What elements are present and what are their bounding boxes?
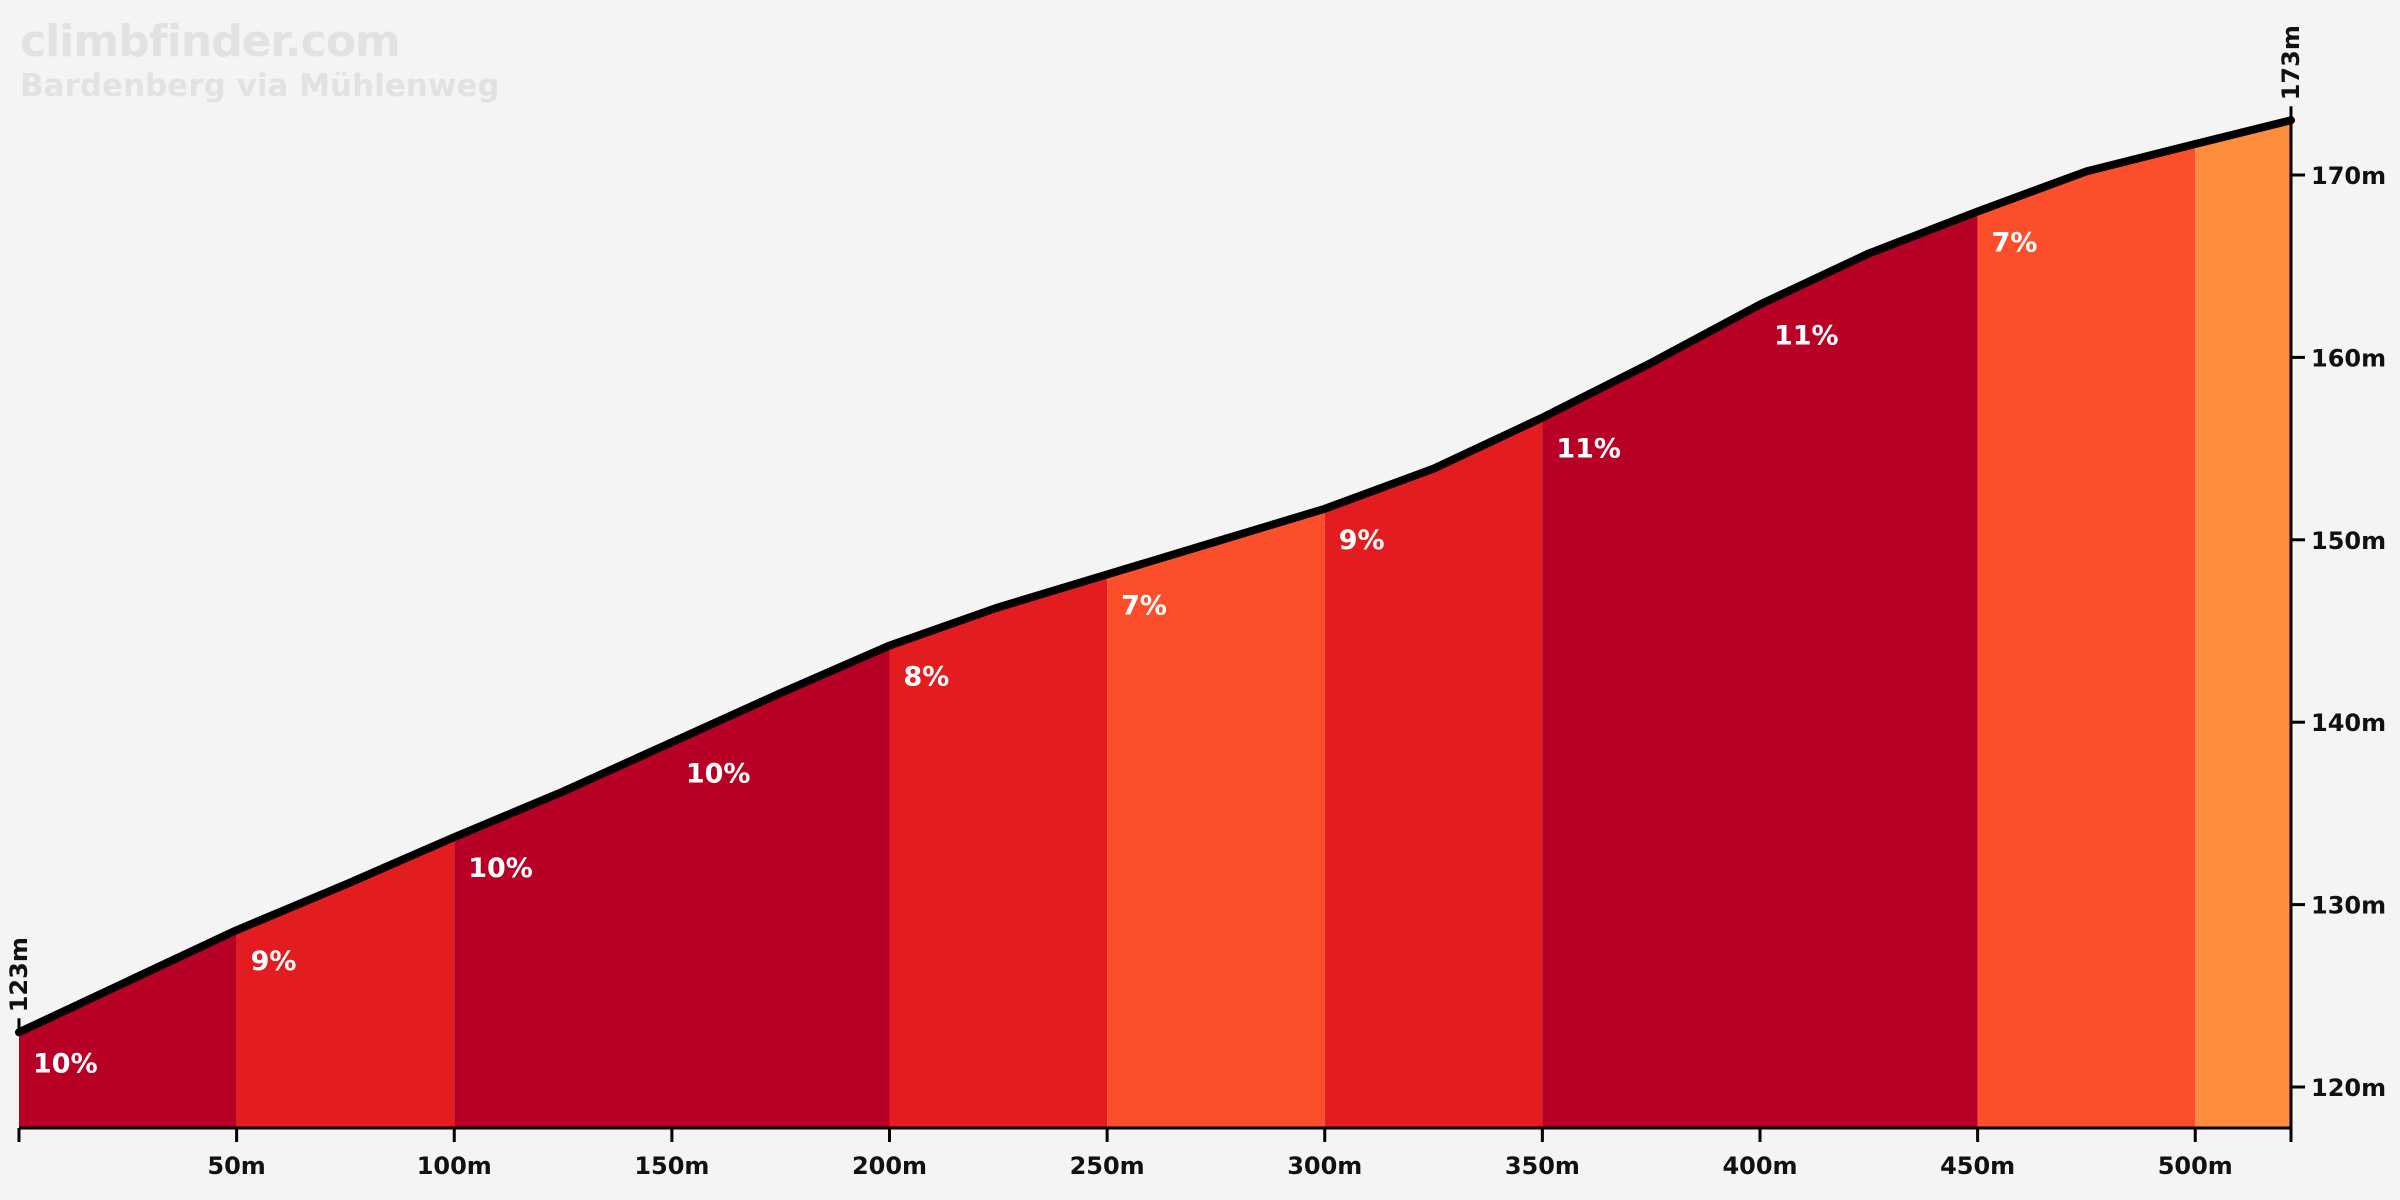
- gradient-segments: [19, 120, 2291, 1129]
- grade-label: 8%: [903, 662, 949, 693]
- gradient-segment: [1977, 143, 2196, 1128]
- x-tick-label: 50m: [207, 1152, 265, 1180]
- grade-label: 7%: [1121, 590, 1167, 621]
- watermark-site: climbfinder.com: [20, 16, 401, 67]
- gradient-segment: [19, 930, 237, 1128]
- y-tick-label: 150m: [2311, 527, 2386, 555]
- grade-label: 10%: [686, 758, 751, 789]
- grade-labels: 10% 9% 10% 10% 8% 7% 9% 11% 11% 7%: [33, 227, 2037, 1079]
- y-tick-label: 120m: [2311, 1074, 2386, 1102]
- y-tick-label: 170m: [2311, 162, 2386, 190]
- x-tick-label: 250m: [1070, 1152, 1145, 1180]
- grade-label: 11%: [1556, 434, 1621, 465]
- grade-label: 11%: [1774, 321, 1839, 352]
- x-tick-label: 200m: [852, 1152, 927, 1180]
- grade-label: 10%: [468, 853, 533, 884]
- gradient-segment: [2195, 120, 2291, 1128]
- x-tick-label: 150m: [634, 1152, 709, 1180]
- x-tick-label: 100m: [417, 1152, 492, 1180]
- x-tick-label: 400m: [1722, 1152, 1797, 1180]
- axes: 50m 100m 150m 200m 250m 300m 350m 400m 450m 500m 1…: [5, 25, 2386, 1180]
- grade-label: 9%: [1339, 525, 1385, 556]
- y-tick-label: 140m: [2311, 709, 2386, 737]
- x-tick-label: 350m: [1505, 1152, 1580, 1180]
- elevation-line: [15, 116, 2295, 1037]
- watermark-climb-name: Bardenberg via Mühlenweg: [20, 68, 500, 104]
- gradient-segment: [1107, 508, 1325, 1128]
- end-elevation-label: 173m: [2277, 25, 2305, 100]
- gradient-segment: [1542, 211, 1978, 1129]
- gradient-segment: [454, 645, 890, 1128]
- grade-label: 9%: [251, 946, 297, 977]
- x-tick-label: 300m: [1287, 1152, 1362, 1180]
- grade-label: 7%: [1992, 227, 2038, 258]
- grade-label: 10%: [33, 1048, 98, 1079]
- start-elevation-label: 123m: [5, 937, 33, 1012]
- x-tick-label: 450m: [1940, 1152, 2015, 1180]
- x-tick-label: 500m: [2158, 1152, 2233, 1180]
- y-tick-label: 160m: [2311, 344, 2386, 372]
- y-tick-label: 130m: [2311, 892, 2386, 920]
- gradient-segment: [889, 574, 1108, 1128]
- gradient-segment: [1324, 417, 1543, 1128]
